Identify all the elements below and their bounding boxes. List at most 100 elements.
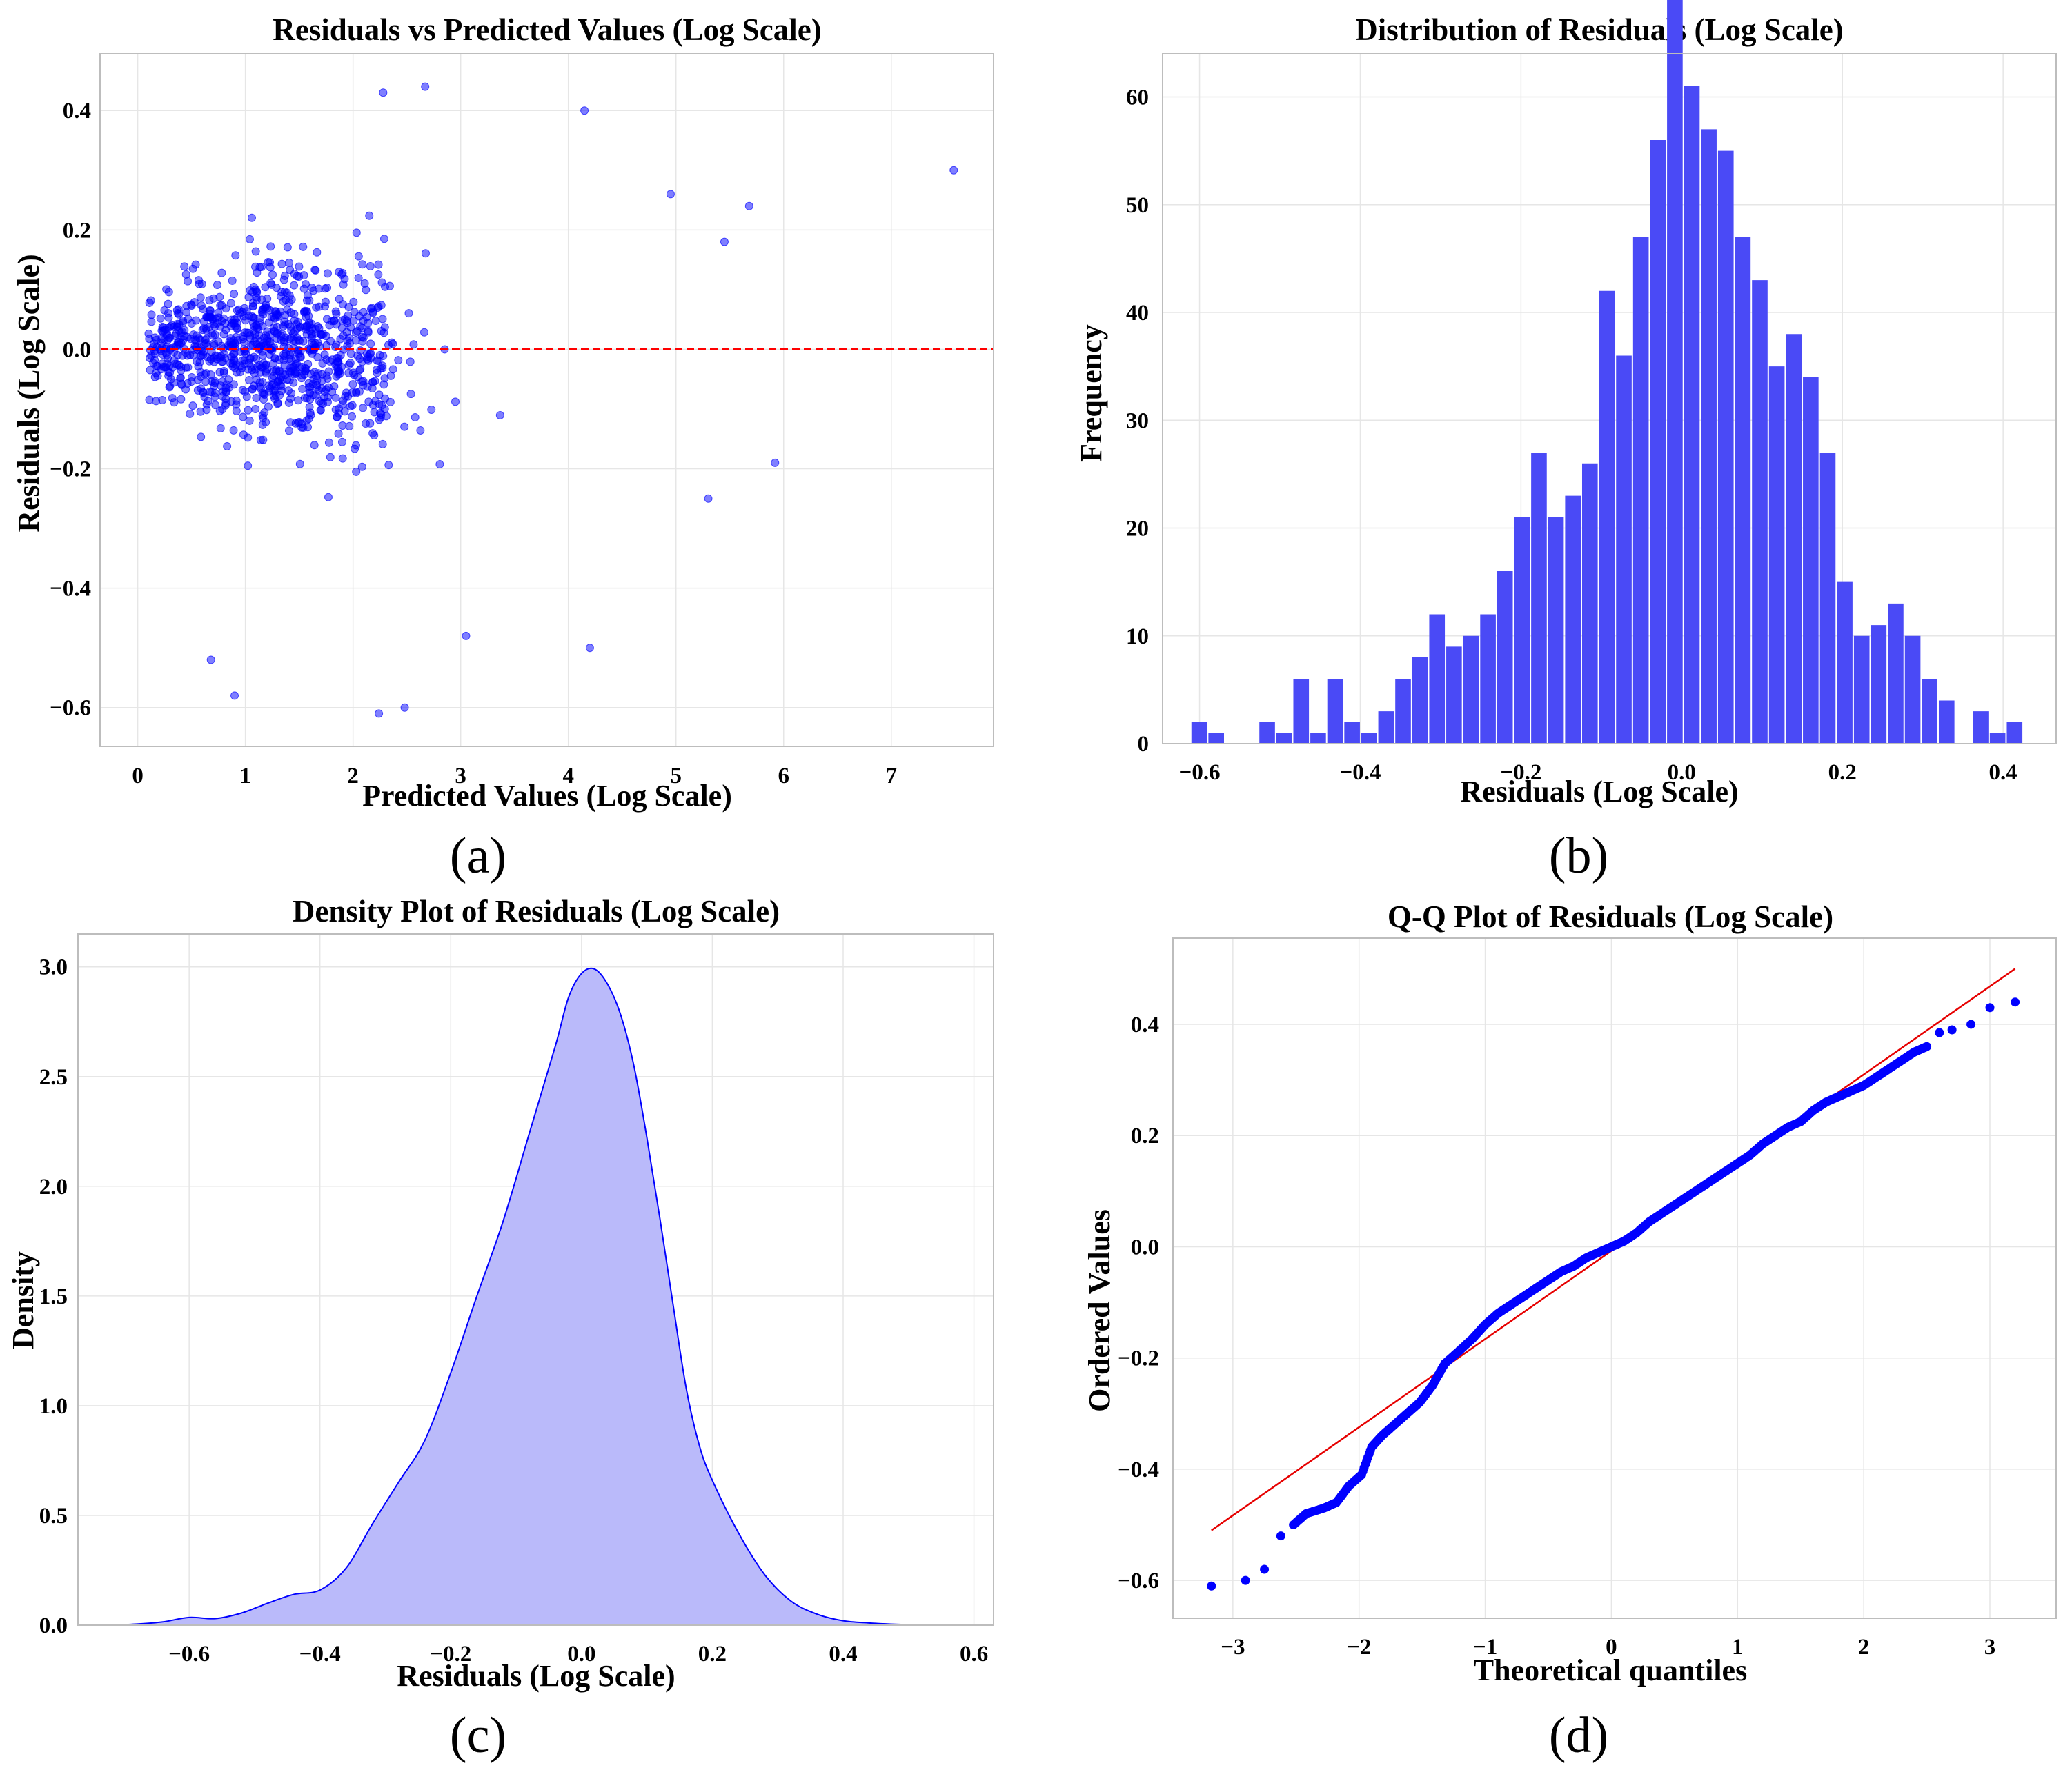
x-tick-label: 1: [1732, 1635, 1744, 1660]
scatter-point: [744, 201, 753, 210]
x-tick-label: 4: [562, 764, 574, 788]
x-tick-label: −0.2: [1500, 760, 1541, 785]
scatter-point: [316, 406, 325, 415]
scatter-point: [301, 364, 310, 372]
y-tick-label: −0.2: [50, 457, 91, 482]
histogram-bar: [1361, 733, 1377, 744]
scatter-point: [359, 333, 368, 342]
scatter-point: [147, 310, 156, 319]
x-tick-label: −1: [1473, 1635, 1497, 1660]
scatter-point: [252, 293, 261, 302]
scatter-point: [386, 371, 395, 380]
scatter-point: [157, 346, 166, 355]
scatter-point: [406, 357, 415, 366]
scatter-point: [382, 412, 391, 421]
panel-a-frame: [99, 53, 994, 747]
scatter-point: [265, 350, 274, 359]
scatter-point: [315, 397, 324, 406]
scatter-point: [280, 352, 289, 361]
histogram-bar: [1565, 495, 1581, 744]
qq-point: [1985, 1003, 1995, 1013]
x-tick-label: 0: [132, 764, 144, 788]
scatter-point: [246, 286, 255, 295]
scatter-point: [353, 372, 362, 381]
scatter-point: [375, 415, 384, 424]
scatter-point: [173, 350, 182, 359]
scatter-point: [197, 301, 206, 310]
y-tick-label: 50: [1126, 193, 1149, 218]
scatter-point: [206, 306, 215, 315]
scatter-point: [179, 318, 188, 327]
scatter-point: [252, 393, 261, 402]
x-tick-label: 0.0: [567, 1642, 595, 1667]
scatter-point: [197, 432, 206, 441]
scatter-point: [210, 392, 219, 401]
scatter-point: [157, 365, 166, 374]
x-tick-label: 2: [347, 764, 359, 788]
histogram-bar: [1650, 140, 1666, 744]
scatter-point: [314, 386, 323, 395]
scatter-point: [186, 409, 195, 418]
scatter-point: [299, 284, 308, 293]
scatter-point: [377, 301, 386, 310]
scatter-point: [371, 317, 380, 326]
scatter-point: [186, 335, 195, 344]
scatter-point: [420, 328, 428, 337]
scatter-point: [204, 397, 213, 406]
panel-d-ticks: −3 −2 −1 0 1 2 3 −0.6 −0.4 −0.2 0.0 0.2 0.4: [1118, 1013, 1995, 1660]
scatter-point: [368, 308, 377, 317]
density-curve: [110, 967, 948, 1626]
scatter-point: [231, 251, 240, 260]
scatter-point: [421, 249, 430, 258]
x-tick-label: 3: [1984, 1635, 1996, 1660]
y-tick-label: −0.4: [1118, 1458, 1159, 1482]
scatter-point: [206, 655, 215, 664]
histogram-bar: [1922, 679, 1937, 744]
x-tick-label: 0.0: [1668, 760, 1696, 785]
histogram-bar: [1632, 237, 1649, 744]
y-tick-label: 0.2: [1131, 1124, 1159, 1148]
scatter-point: [278, 369, 287, 378]
y-tick-label: 0.5: [39, 1504, 68, 1529]
scatter-point: [188, 401, 197, 410]
scatter-point: [251, 405, 260, 414]
panel-d-label: (d): [1549, 1707, 1608, 1764]
x-tick-label: −0.4: [1339, 760, 1381, 785]
histogram-bar: [1412, 657, 1428, 744]
histogram-bar: [1293, 679, 1310, 744]
scatter-point: [323, 269, 332, 278]
scatter-point: [266, 242, 275, 251]
scatter-point: [217, 352, 226, 361]
scatter-point: [351, 441, 360, 450]
histogram-bar: [1938, 700, 1955, 744]
scatter-point: [268, 270, 277, 279]
scatter-point: [349, 297, 358, 306]
scatter-point: [217, 301, 226, 310]
scatter-point: [166, 381, 175, 390]
scatter-point: [221, 395, 230, 404]
scatter-point: [334, 358, 343, 367]
scatter-point: [270, 327, 279, 336]
histogram-bar: [1786, 334, 1802, 744]
scatter-point: [287, 366, 296, 375]
panel-a-ylabel: Residuals (Log Scale): [12, 254, 46, 532]
panel-b-title: Distribution of Residuals (Log Scale): [1355, 12, 1844, 47]
scatter-point: [307, 330, 316, 339]
scatter-point: [164, 299, 172, 308]
scatter-point: [294, 396, 303, 405]
panel-c-frame: [77, 933, 994, 1626]
scatter-point: [380, 404, 389, 413]
scatter-point: [370, 431, 379, 440]
scatter-point: [196, 293, 205, 302]
histogram-bar: [1973, 711, 1989, 744]
scatter-point: [281, 310, 290, 319]
scatter-point: [348, 412, 357, 421]
histogram-bar: [1259, 722, 1275, 744]
scatter-point: [248, 366, 257, 375]
panel-a-scatter: Residuals vs Predicted Values (Log Scale…: [12, 12, 994, 884]
scatter-point: [216, 424, 225, 432]
panel-a-title: Residuals vs Predicted Values (Log Scale…: [273, 12, 821, 47]
scatter-point: [280, 271, 289, 280]
scatter-point: [666, 190, 675, 199]
scatter-point: [322, 341, 331, 350]
